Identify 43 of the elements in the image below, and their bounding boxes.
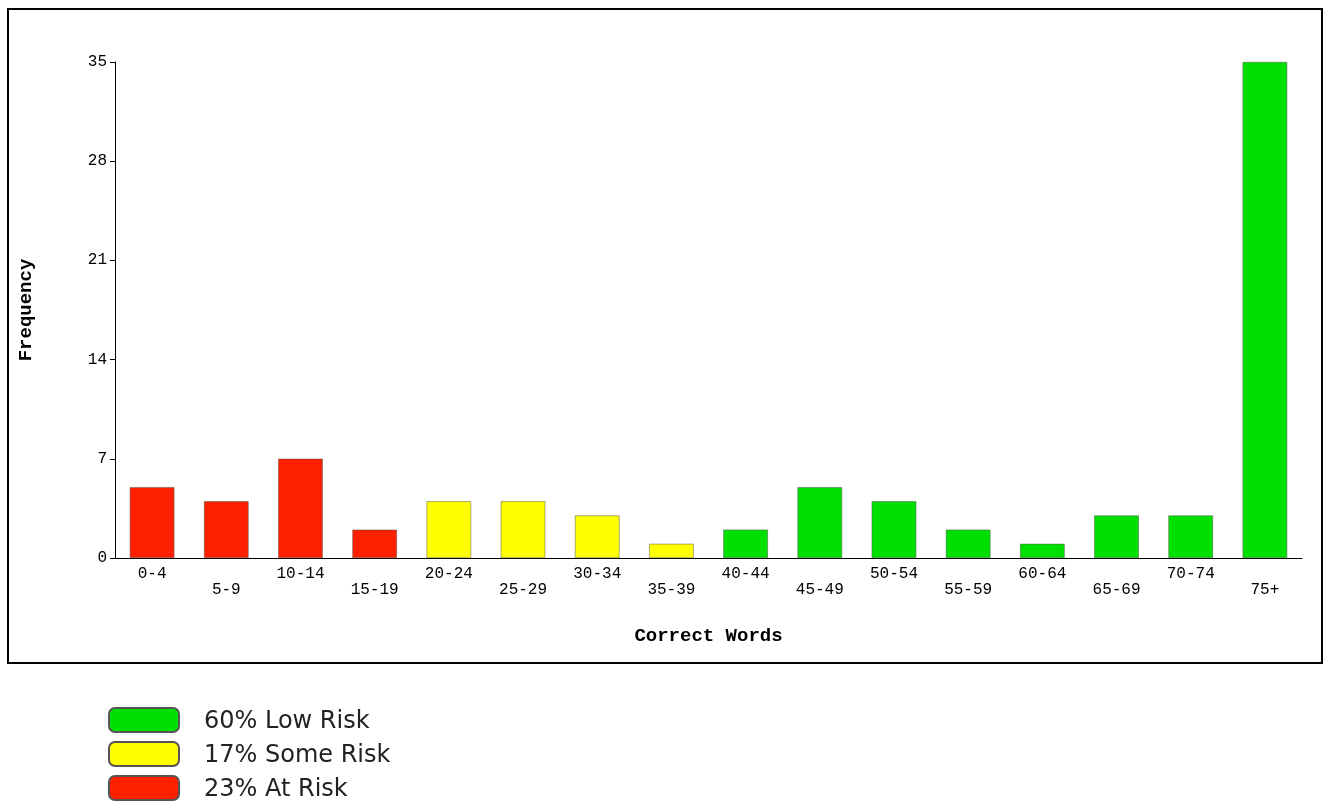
bar: [574, 515, 620, 558]
x-tick-label: 65-69: [1092, 581, 1141, 599]
x-tick-label: 55-59: [944, 581, 993, 599]
y-tick-label: 28: [87, 152, 107, 171]
x-tick-label: 70-74: [1166, 565, 1215, 583]
x-tick-label: 30-34: [573, 565, 622, 583]
bar: [1094, 515, 1139, 558]
bar: [797, 487, 843, 558]
bar: [500, 501, 546, 558]
x-axis-title: Correct Words: [634, 624, 783, 647]
y-tick-label: 7: [97, 449, 107, 468]
x-tick-label: 35-39: [647, 581, 696, 599]
x-tick-label: 45-49: [795, 581, 844, 599]
x-tick-label: 0-4: [137, 565, 167, 583]
y-tick-label: 14: [87, 350, 107, 369]
bar: [1020, 543, 1065, 558]
x-tick-label: 20-24: [424, 565, 473, 583]
bar: [129, 487, 175, 558]
x-tick-label: 50-54: [869, 565, 918, 583]
bar: [1242, 62, 1288, 558]
bar: [871, 501, 917, 558]
y-axis-title: Frequency: [14, 258, 37, 362]
bar: [945, 529, 991, 558]
x-tick-label: 40-44: [721, 565, 770, 583]
bar: [352, 529, 397, 558]
bar: [426, 501, 472, 558]
legend-label: 23% At Risk: [204, 774, 348, 802]
y-tick-label: 21: [87, 251, 107, 270]
bar: [649, 543, 694, 558]
y-tick-label: 35: [87, 53, 107, 71]
legend-label: 17% Some Risk: [204, 740, 391, 768]
x-tick-label: 5-9: [211, 581, 241, 599]
x-tick-label: 25-29: [499, 581, 548, 599]
y-tick-label: 0: [97, 549, 107, 567]
bar: [278, 458, 323, 558]
x-tick-label: 75+: [1250, 581, 1280, 599]
bar: [723, 529, 768, 558]
bar: [204, 501, 249, 558]
x-tick-label: 15-19: [350, 581, 399, 599]
legend-label: 60% Low Risk: [204, 706, 370, 734]
x-tick-label: 10-14: [276, 565, 325, 583]
x-tick-label: 60-64: [1018, 565, 1067, 583]
bar: [1168, 515, 1213, 558]
